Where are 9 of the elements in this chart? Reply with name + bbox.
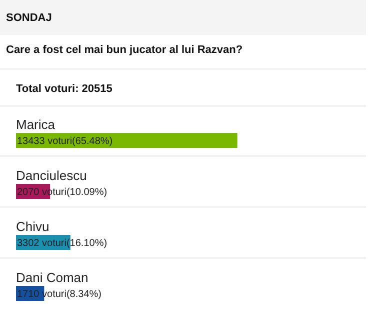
y-tick-label: Marica	[16, 117, 56, 132]
bar	[16, 133, 238, 148]
text: Total voturi: 20515	[16, 83, 112, 95]
chart-title: Care a fost cel mai bun jucator al lui Razvan?	[6, 44, 243, 56]
y-tick-label: Dani Coman	[16, 270, 88, 285]
data-label: 13433 voturi(65.48%)	[17, 136, 113, 147]
y-tick-label: Chivu	[16, 219, 50, 234]
text: SONDAJ	[6, 12, 52, 24]
y-tick-label: Danciulescu	[16, 168, 87, 183]
